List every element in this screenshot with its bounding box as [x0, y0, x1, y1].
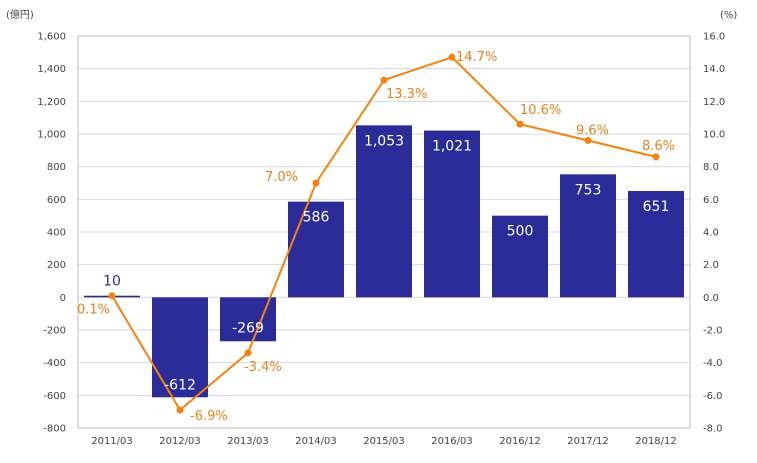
x-tick-label: 2012/03: [159, 436, 201, 447]
line-point: [244, 349, 252, 357]
bar-series: [84, 125, 684, 398]
bar: [356, 125, 412, 298]
right-tick-label: 2.0: [703, 260, 719, 271]
x-tick-label: 2016/03: [431, 436, 473, 447]
x-tick-label: 2018/12: [635, 436, 677, 447]
line-data-labels: 0.1% -6.9% -3.4% 7.0% 13.3% 14.7% 10.6% 9.6% 8.6…: [77, 50, 675, 424]
left-tick-label: 1,200: [37, 97, 66, 108]
line-data-label: 0.1%: [77, 303, 110, 318]
x-tick-label: 2014/03: [295, 436, 337, 447]
bar: [560, 174, 616, 298]
line-data-label: 8.6%: [642, 139, 675, 154]
left-tick-label: -400: [43, 358, 66, 369]
bar: [492, 215, 548, 298]
left-tick-label: -200: [43, 326, 66, 337]
left-tick-label: 1,600: [37, 32, 66, 43]
left-tick-label: 200: [47, 260, 66, 271]
left-tick-label: 600: [47, 195, 66, 206]
x-tick-label: 2016/12: [499, 436, 541, 447]
bar: [424, 130, 480, 298]
line-data-label: 9.6%: [576, 124, 609, 139]
bar-data-label: 10: [103, 274, 121, 290]
line-point: [380, 76, 388, 84]
line-data-label: 10.6%: [520, 103, 561, 118]
line-data-label: 14.7%: [456, 50, 497, 65]
left-tick-label: 800: [47, 162, 66, 173]
right-tick-label: 12.0: [703, 97, 725, 108]
bar-data-label: 1,021: [432, 139, 472, 155]
line-point: [584, 137, 592, 145]
right-tick-label: 8.0: [703, 162, 719, 173]
left-axis: 1,600 1,400 1,200 1,000 800 600 400 200 0 -200 -40…: [37, 32, 66, 435]
bar-data-label: 1,053: [364, 133, 404, 149]
left-axis-unit: (億円): [6, 8, 34, 21]
x-axis: 2011/03 2012/03 2013/03 2014/03 2015/03 2016/…: [91, 436, 677, 447]
bar: [288, 201, 344, 298]
bar-data-labels: 10 -612 -269 586 1,053 1,021 500 753 651: [103, 133, 669, 393]
line-data-label: 7.0%: [265, 170, 298, 185]
left-tick-label: -800: [43, 424, 66, 435]
right-tick-label: 14.0: [703, 64, 725, 75]
right-tick-label: -4.0: [703, 358, 723, 369]
right-tick-label: 4.0: [703, 228, 719, 239]
right-tick-label: -8.0: [703, 424, 723, 435]
bar: [628, 191, 684, 298]
x-tick-label: 2017/12: [567, 436, 609, 447]
right-tick-label: -2.0: [703, 326, 723, 337]
left-tick-label: 1,000: [37, 130, 66, 141]
left-tick-label: 0: [60, 293, 66, 304]
line-point: [176, 406, 184, 414]
left-tick-label: -600: [43, 391, 66, 402]
line-data-label: 13.3%: [386, 87, 427, 102]
line-series: [108, 53, 660, 414]
x-tick-label: 2015/03: [363, 436, 405, 447]
bar-data-label: 651: [643, 199, 670, 215]
right-tick-label: 6.0: [703, 195, 719, 206]
line-point: [312, 179, 320, 187]
right-axis: 16.0 14.0 12.0 10.0 8.0 6.0 4.0 2.0 0.0 -2.0 -4.0 -…: [703, 32, 725, 435]
line-point: [448, 53, 456, 61]
x-tick-label: 2011/03: [91, 436, 133, 447]
bar: [152, 297, 208, 398]
x-tick-label: 2013/03: [227, 436, 269, 447]
bar-data-label: 753: [575, 182, 602, 198]
right-tick-label: 16.0: [703, 32, 725, 43]
right-tick-label: 10.0: [703, 130, 725, 141]
bar-data-label: 586: [303, 210, 330, 226]
left-tick-label: 400: [47, 228, 66, 239]
right-tick-label: 0.0: [703, 293, 719, 304]
line-point: [652, 153, 660, 161]
line-data-label: -6.9%: [190, 409, 228, 424]
line-point: [108, 292, 116, 300]
left-tick-label: 1,400: [37, 64, 66, 75]
bar-data-label: 500: [507, 224, 534, 240]
line-point: [516, 120, 524, 128]
right-tick-label: -6.0: [703, 391, 723, 402]
line-data-label: -3.4%: [244, 360, 282, 375]
bar-data-label: -612: [164, 377, 196, 393]
right-axis-unit: (%): [720, 10, 737, 21]
bar-data-label: -269: [232, 320, 264, 336]
